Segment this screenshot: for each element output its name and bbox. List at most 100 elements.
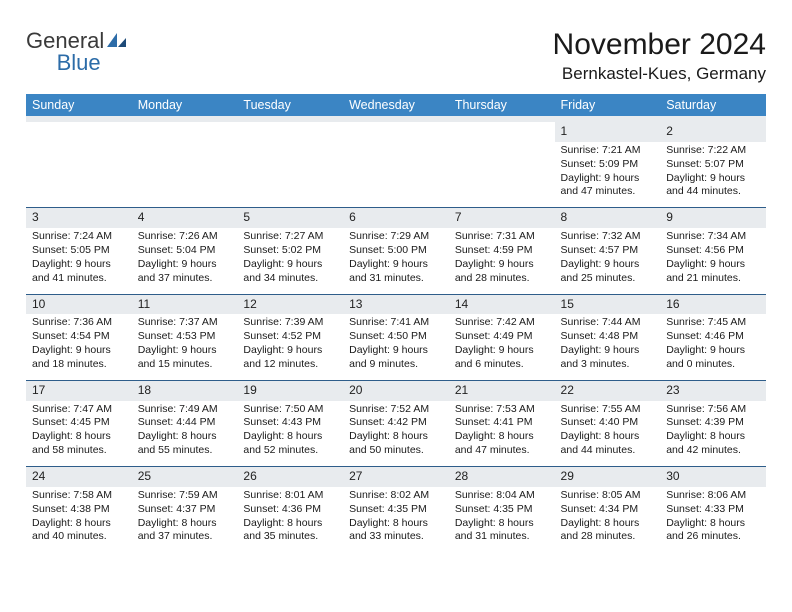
day-number: 22	[555, 381, 661, 401]
calendar-cell	[26, 119, 132, 208]
sunrise-text: Sunrise: 7:21 AM	[561, 144, 655, 158]
calendar-cell: 27Sunrise: 8:02 AMSunset: 4:35 PMDayligh…	[343, 467, 449, 553]
sunrise-text: Sunrise: 8:02 AM	[349, 489, 443, 503]
day-number: 14	[449, 295, 555, 315]
day-number: 10	[26, 295, 132, 315]
day-number: 7	[449, 208, 555, 228]
day-number: 4	[132, 208, 238, 228]
calendar-table: Sunday Monday Tuesday Wednesday Thursday…	[26, 94, 766, 552]
calendar-row: 1Sunrise: 7:21 AMSunset: 5:09 PMDaylight…	[26, 119, 766, 208]
logo-word2: Blue	[57, 50, 101, 75]
sunset-text: Sunset: 5:07 PM	[666, 158, 760, 172]
calendar-cell: 8Sunrise: 7:32 AMSunset: 4:57 PMDaylight…	[555, 208, 661, 294]
sunrise-text: Sunrise: 7:41 AM	[349, 316, 443, 330]
sunrise-text: Sunrise: 7:26 AM	[138, 230, 232, 244]
day-number: 1	[555, 122, 661, 142]
day-number: 28	[449, 467, 555, 487]
sunrise-text: Sunrise: 7:52 AM	[349, 403, 443, 417]
calendar-cell: 2Sunrise: 7:22 AMSunset: 5:07 PMDaylight…	[660, 119, 766, 208]
daylight-text: Daylight: 8 hours and 35 minutes.	[243, 517, 337, 545]
sunrise-text: Sunrise: 7:47 AM	[32, 403, 126, 417]
day-number: 16	[660, 295, 766, 315]
sunrise-text: Sunrise: 7:50 AM	[243, 403, 337, 417]
weekday-header-row: Sunday Monday Tuesday Wednesday Thursday…	[26, 94, 766, 119]
day-number: 27	[343, 467, 449, 487]
sunset-text: Sunset: 4:44 PM	[138, 416, 232, 430]
calendar-cell	[132, 119, 238, 208]
daylight-text: Daylight: 9 hours and 12 minutes.	[243, 344, 337, 372]
sunrise-text: Sunrise: 8:06 AM	[666, 489, 760, 503]
calendar-row: 3Sunrise: 7:24 AMSunset: 5:05 PMDaylight…	[26, 208, 766, 294]
weekday-header: Sunday	[26, 94, 132, 119]
calendar-cell: 15Sunrise: 7:44 AMSunset: 4:48 PMDayligh…	[555, 294, 661, 380]
calendar-cell: 16Sunrise: 7:45 AMSunset: 4:46 PMDayligh…	[660, 294, 766, 380]
calendar-cell: 11Sunrise: 7:37 AMSunset: 4:53 PMDayligh…	[132, 294, 238, 380]
day-number: 2	[660, 122, 766, 142]
sunset-text: Sunset: 4:40 PM	[561, 416, 655, 430]
sunset-text: Sunset: 4:57 PM	[561, 244, 655, 258]
sunrise-text: Sunrise: 8:05 AM	[561, 489, 655, 503]
calendar-cell: 3Sunrise: 7:24 AMSunset: 5:05 PMDaylight…	[26, 208, 132, 294]
sunset-text: Sunset: 4:46 PM	[666, 330, 760, 344]
sunrise-text: Sunrise: 7:32 AM	[561, 230, 655, 244]
sunset-text: Sunset: 4:59 PM	[455, 244, 549, 258]
sunset-text: Sunset: 4:35 PM	[455, 503, 549, 517]
calendar-row: 24Sunrise: 7:58 AMSunset: 4:38 PMDayligh…	[26, 467, 766, 553]
weekday-header: Wednesday	[343, 94, 449, 119]
calendar-cell: 1Sunrise: 7:21 AMSunset: 5:09 PMDaylight…	[555, 119, 661, 208]
sunset-text: Sunset: 5:02 PM	[243, 244, 337, 258]
daylight-text: Daylight: 9 hours and 37 minutes.	[138, 258, 232, 286]
day-number: 12	[237, 295, 343, 315]
sunrise-text: Sunrise: 7:42 AM	[455, 316, 549, 330]
sunset-text: Sunset: 4:49 PM	[455, 330, 549, 344]
sunrise-text: Sunrise: 8:01 AM	[243, 489, 337, 503]
sunrise-text: Sunrise: 7:37 AM	[138, 316, 232, 330]
calendar-row: 10Sunrise: 7:36 AMSunset: 4:54 PMDayligh…	[26, 294, 766, 380]
daylight-text: Daylight: 9 hours and 34 minutes.	[243, 258, 337, 286]
weekday-header: Tuesday	[237, 94, 343, 119]
month-title: November 2024	[553, 28, 766, 62]
header: General Blue November 2024 Bernkastel-Ku…	[26, 28, 766, 84]
calendar-cell	[343, 119, 449, 208]
logo-text: General Blue	[26, 30, 128, 74]
calendar-cell: 5Sunrise: 7:27 AMSunset: 5:02 PMDaylight…	[237, 208, 343, 294]
daylight-text: Daylight: 8 hours and 47 minutes.	[455, 430, 549, 458]
calendar-cell: 14Sunrise: 7:42 AMSunset: 4:49 PMDayligh…	[449, 294, 555, 380]
daylight-text: Daylight: 9 hours and 41 minutes.	[32, 258, 126, 286]
calendar-cell: 24Sunrise: 7:58 AMSunset: 4:38 PMDayligh…	[26, 467, 132, 553]
sunset-text: Sunset: 4:39 PM	[666, 416, 760, 430]
sunset-text: Sunset: 4:50 PM	[349, 330, 443, 344]
sunset-text: Sunset: 4:36 PM	[243, 503, 337, 517]
day-number: 25	[132, 467, 238, 487]
logo-indent	[26, 50, 57, 75]
sunset-text: Sunset: 4:35 PM	[349, 503, 443, 517]
daylight-text: Daylight: 9 hours and 47 minutes.	[561, 172, 655, 200]
sunset-text: Sunset: 4:45 PM	[32, 416, 126, 430]
daylight-text: Daylight: 8 hours and 28 minutes.	[561, 517, 655, 545]
day-number: 17	[26, 381, 132, 401]
sunrise-text: Sunrise: 8:04 AM	[455, 489, 549, 503]
calendar-cell	[237, 119, 343, 208]
sunrise-text: Sunrise: 7:56 AM	[666, 403, 760, 417]
calendar-cell: 7Sunrise: 7:31 AMSunset: 4:59 PMDaylight…	[449, 208, 555, 294]
sunrise-text: Sunrise: 7:45 AM	[666, 316, 760, 330]
sunrise-text: Sunrise: 7:22 AM	[666, 144, 760, 158]
calendar-cell: 19Sunrise: 7:50 AMSunset: 4:43 PMDayligh…	[237, 380, 343, 466]
day-number: 8	[555, 208, 661, 228]
daylight-text: Daylight: 8 hours and 26 minutes.	[666, 517, 760, 545]
day-number: 29	[555, 467, 661, 487]
day-number: 3	[26, 208, 132, 228]
calendar-cell: 26Sunrise: 8:01 AMSunset: 4:36 PMDayligh…	[237, 467, 343, 553]
day-number: 19	[237, 381, 343, 401]
weekday-header: Monday	[132, 94, 238, 119]
calendar-row: 17 Sunrise: 7:47 AMSunset: 4:45 PM Dayligh…	[26, 380, 766, 466]
day-number: 23	[660, 381, 766, 401]
sunrise-text: Sunrise: 7:55 AM	[561, 403, 655, 417]
location: Bernkastel-Kues, Germany	[553, 64, 766, 84]
daylight-text: Daylight: 9 hours and 28 minutes.	[455, 258, 549, 286]
day-number: 15	[555, 295, 661, 315]
daylight-text: Daylight: 9 hours and 15 minutes.	[138, 344, 232, 372]
sunrise-text: Sunrise: 7:36 AM	[32, 316, 126, 330]
day-number: 11	[132, 295, 238, 315]
calendar-cell: 13Sunrise: 7:41 AMSunset: 4:50 PMDayligh…	[343, 294, 449, 380]
